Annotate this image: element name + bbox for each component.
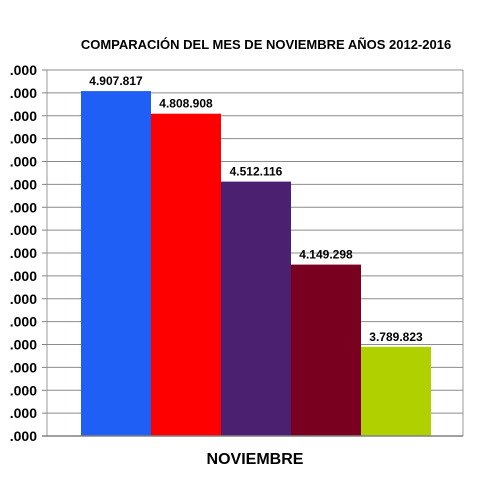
y-tick-label: .000 (10, 359, 37, 375)
y-tick-label: .000 (10, 245, 37, 261)
bar-5 (361, 346, 431, 436)
y-tick-label: .000 (10, 268, 37, 284)
data-labels: 4.907.817 4.808.908 4.512.116 4.149.298 3.78… (89, 74, 423, 344)
y-tick-label: .000 (10, 62, 37, 78)
bar-2 (151, 113, 221, 437)
y-tick-label: .000 (10, 314, 37, 330)
y-tick-label: .000 (10, 382, 37, 398)
data-label-3: 4.512.116 (230, 165, 283, 179)
data-label-2: 4.808.908 (159, 97, 213, 111)
bar-1 (81, 91, 151, 437)
y-tick-label: .000 (10, 176, 37, 192)
y-axis-ticks: .000 .000 .000 .000 .000 .000 .000 .000 .000 .000… (10, 62, 47, 444)
bar-4 (291, 264, 361, 436)
y-tick-label: .000 (10, 199, 37, 215)
data-label-4: 4.149.298 (299, 248, 353, 262)
y-tick-label: .000 (10, 222, 37, 238)
y-tick-label: .000 (10, 108, 37, 124)
y-tick-label: .000 (10, 405, 37, 421)
bar-3 (221, 181, 291, 436)
chart-title: COMPARACIÓN DEL MES DE NOVIEMBRE AÑOS 20… (81, 37, 451, 52)
x-category-label: NOVIEMBRE (207, 451, 304, 468)
bars (81, 91, 431, 437)
y-tick-label: .000 (10, 337, 37, 353)
data-label-1: 4.907.817 (89, 74, 143, 88)
y-tick-label: .000 (10, 131, 37, 147)
y-tick-label: .000 (10, 428, 37, 444)
data-label-5: 3.789.823 (369, 330, 423, 344)
y-tick-label: .000 (10, 154, 37, 170)
y-tick-label: .000 (10, 85, 37, 101)
y-tick-label: .000 (10, 291, 37, 307)
